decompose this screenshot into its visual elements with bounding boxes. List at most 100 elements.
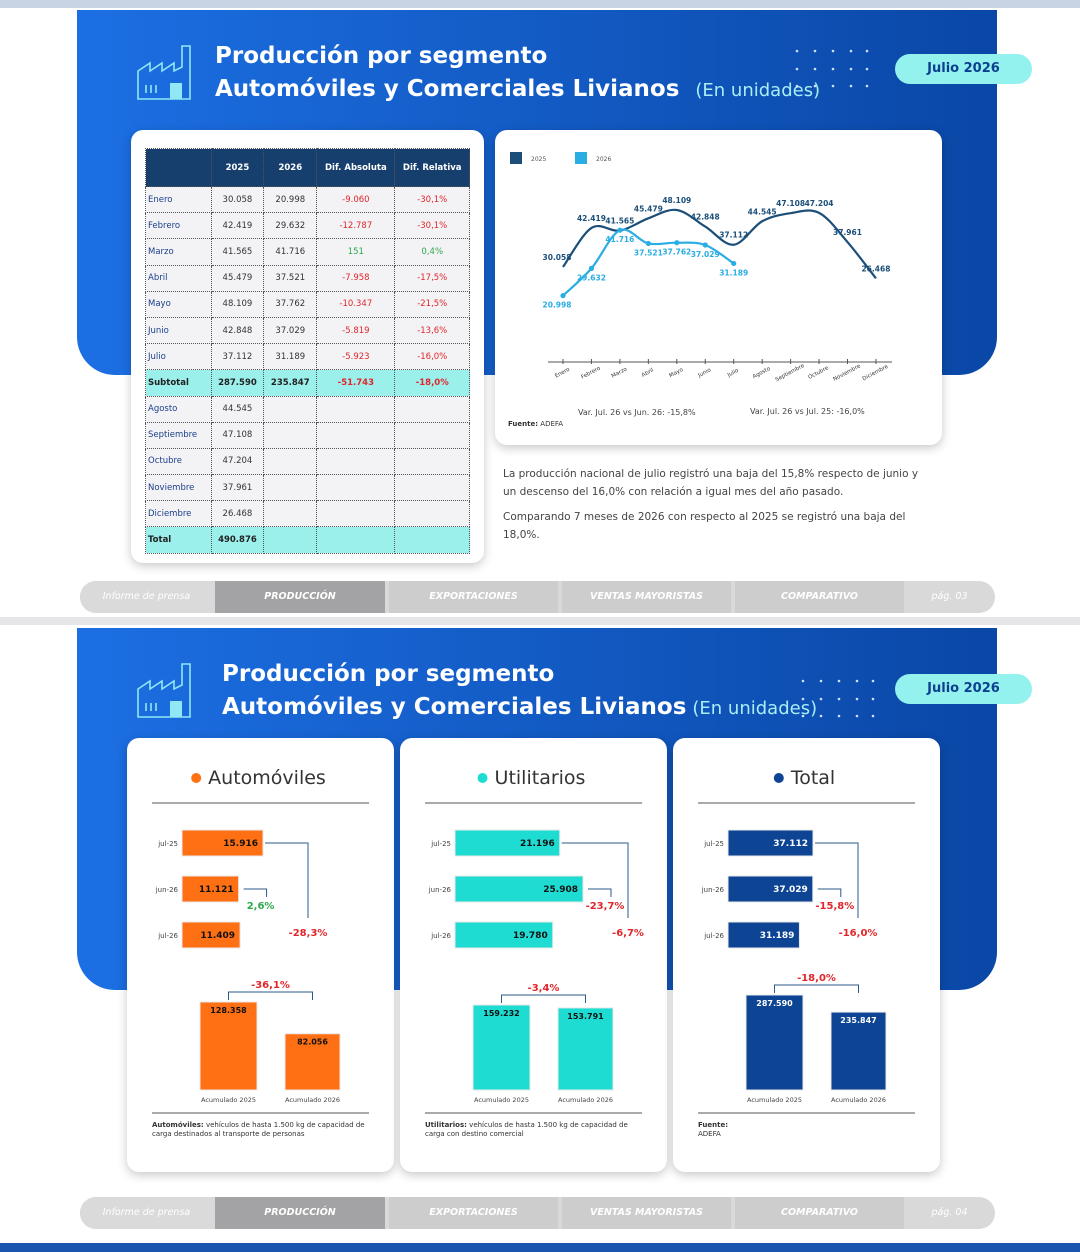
caption: Automóviles: vehículos de hasta 1.500 kg… bbox=[152, 1121, 372, 1139]
chart-card bbox=[495, 130, 942, 445]
header-cell: 2026 bbox=[263, 148, 318, 187]
table-cell bbox=[263, 474, 318, 502]
nav-item[interactable]: VENTAS MAYORISTAS bbox=[562, 1197, 731, 1229]
table-row: Noviembre 37.961 bbox=[145, 474, 470, 502]
nav-item[interactable]: PRODUCCIÓN bbox=[215, 581, 385, 613]
table-cell: 37.961 bbox=[210, 474, 265, 502]
caption: Fuente: ADEFA bbox=[698, 1121, 918, 1139]
nav-item[interactable]: VENTAS MAYORISTAS bbox=[562, 581, 731, 613]
table-row: Junio 42.848 37.029 -5.819 -13,6% bbox=[145, 316, 470, 345]
caption-text: vehículos de hasta 1.500 kg de capacidad… bbox=[152, 1121, 365, 1138]
table-cell bbox=[394, 500, 470, 528]
caption-term: Automóviles: bbox=[152, 1121, 204, 1129]
table-cell: -17,5% bbox=[394, 264, 470, 292]
table-cell bbox=[263, 447, 318, 476]
table-cell: 41.565 bbox=[210, 238, 265, 266]
table-cell: Mayo bbox=[145, 290, 212, 318]
table-cell: -18,0% bbox=[394, 369, 470, 397]
date-pill: Julio 2026 bbox=[895, 54, 1032, 84]
nav-item[interactable]: EXPORTACIONES bbox=[389, 581, 558, 613]
table-row: Mayo 48.109 37.762 -10.347 -21,5% bbox=[145, 290, 470, 318]
table-cell: 287.590 bbox=[210, 369, 265, 397]
caption-text: ADEFA bbox=[698, 1130, 721, 1138]
table-cell: -5.819 bbox=[316, 316, 396, 345]
separator bbox=[0, 617, 1080, 625]
table-cell: Marzo bbox=[145, 238, 212, 266]
nav-item[interactable]: COMPARATIVO bbox=[735, 1197, 904, 1229]
table-cell: 26.468 bbox=[210, 500, 265, 528]
table-row: Febrero 42.419 29.632 -12.787 -30,1% bbox=[145, 212, 470, 240]
paragraph: La producción nacional de julio registró… bbox=[503, 468, 919, 498]
table-cell: 29.632 bbox=[263, 212, 318, 240]
table-row: Marzo 41.565 41.716 151 0,4% bbox=[145, 238, 470, 266]
bottom-strip bbox=[0, 1243, 1080, 1252]
table-cell: Diciembre bbox=[145, 500, 212, 528]
table: 2025 2026 Dif. Absoluta Dif. Relativa Enero 3… bbox=[145, 148, 470, 554]
date-pill: Julio 2026 bbox=[895, 674, 1032, 704]
table-cell: -51.743 bbox=[316, 369, 396, 397]
table-row: Total 490.876 bbox=[145, 526, 470, 554]
table-row: Julio 37.112 31.189 -5.923 -16,0% bbox=[145, 343, 470, 371]
caption: Utilitarios: vehículos de hasta 1.500 kg… bbox=[425, 1121, 645, 1139]
table-cell: -10.347 bbox=[316, 290, 396, 318]
paragraph: Comparando 7 meses de 2026 con respecto … bbox=[503, 511, 906, 541]
nav-item[interactable]: COMPARATIVO bbox=[735, 581, 904, 613]
unit: (En unidades) bbox=[692, 698, 818, 719]
table-cell: 20.998 bbox=[263, 185, 318, 214]
page-number: pág. 04 bbox=[931, 1207, 968, 1218]
table-row: Enero 30.058 20.998 -9.060 -30,1% bbox=[145, 185, 470, 214]
panel-card bbox=[673, 738, 940, 1172]
table-cell: Julio bbox=[145, 343, 212, 371]
table-cell: Febrero bbox=[145, 212, 212, 240]
table-cell bbox=[263, 421, 318, 449]
source-text: ADEFA bbox=[540, 420, 564, 428]
table-row: Subtotal 287.590 235.847 -51.743 -18,0% bbox=[145, 369, 470, 397]
table-cell: 490.876 bbox=[210, 526, 265, 554]
table-cell: 42.848 bbox=[210, 316, 265, 345]
table-cell: Junio bbox=[145, 316, 212, 345]
table-cell bbox=[316, 500, 396, 528]
title-line: Producción por segmento bbox=[222, 661, 555, 687]
caption-term: Utilitarios: bbox=[425, 1121, 467, 1129]
page-number: pág. 03 bbox=[931, 591, 968, 602]
table-cell: -5.923 bbox=[316, 343, 396, 371]
table-cell: Subtotal bbox=[145, 369, 212, 397]
caption-term: Fuente: bbox=[698, 1121, 729, 1129]
table-cell: Abril bbox=[145, 264, 212, 292]
unit: (En unidades) bbox=[695, 80, 821, 101]
table-cell: 37.029 bbox=[263, 316, 318, 345]
footer-nav: Informe de prensa PRODUCCIÓN EXPORTACIONES… bbox=[80, 1197, 995, 1229]
nav-item[interactable]: EXPORTACIONES bbox=[389, 1197, 558, 1229]
table-row: Abril 45.479 37.521 -7.958 -17,5% bbox=[145, 264, 470, 292]
table-cell: -9.060 bbox=[316, 185, 396, 214]
table-row: Agosto 44.545 bbox=[145, 395, 470, 423]
factory-icon bbox=[137, 663, 191, 718]
nav-item[interactable]: PRODUCCIÓN bbox=[215, 1197, 385, 1229]
table-cell bbox=[394, 421, 470, 449]
table-cell: -7.958 bbox=[316, 264, 396, 292]
panel-card bbox=[400, 738, 667, 1172]
source: Fuente: ADEFA bbox=[508, 420, 563, 428]
table-cell bbox=[263, 500, 318, 528]
table-cell: -13,6% bbox=[394, 316, 470, 345]
table-cell: 44.545 bbox=[210, 395, 265, 423]
title-line: Producción por segmento bbox=[215, 43, 548, 69]
table-cell: 235.847 bbox=[263, 369, 318, 397]
table-cell: -30,1% bbox=[394, 185, 470, 214]
table-row: Octubre 47.204 bbox=[145, 447, 470, 476]
table-cell bbox=[394, 395, 470, 423]
table-cell: Total bbox=[145, 526, 212, 554]
nav-item: Informe de prensa bbox=[80, 1197, 213, 1229]
source-term: Fuente: bbox=[508, 420, 539, 428]
table-cell: Septiembre bbox=[145, 421, 212, 449]
table-cell: Octubre bbox=[145, 447, 212, 476]
table-cell: Agosto bbox=[145, 395, 212, 423]
caption-text: vehículos de hasta 1.500 kg de capacidad… bbox=[425, 1121, 628, 1138]
table-cell bbox=[394, 526, 470, 554]
table-cell: 151 bbox=[316, 238, 396, 266]
top-strip bbox=[0, 0, 1080, 8]
table-cell: -12.787 bbox=[316, 212, 396, 240]
footer-nav: Informe de prensa PRODUCCIÓN EXPORTACIONES… bbox=[80, 581, 995, 613]
table-cell: 31.189 bbox=[263, 343, 318, 371]
